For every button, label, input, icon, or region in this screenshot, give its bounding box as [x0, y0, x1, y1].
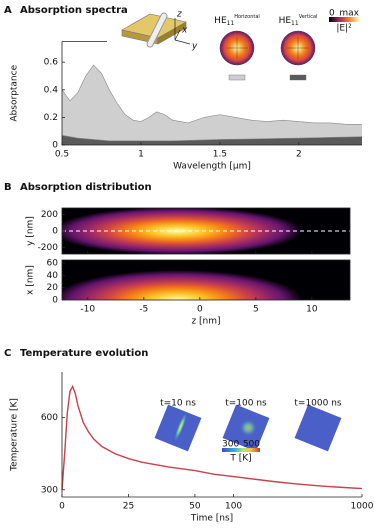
panel-c: 0 25 50 100 1000 300 600 Time [ns] Temperature […	[10, 372, 374, 524]
x-tick-label: 100	[225, 502, 242, 512]
panel-letter: C	[4, 348, 11, 359]
x-tick-label: 1.5	[213, 150, 227, 160]
panel-title: Absorption spectra	[20, 5, 128, 16]
y-tick-label: 0.2	[44, 113, 58, 123]
panel-title: Absorption distribution	[20, 182, 152, 193]
x-tick-label: 10	[306, 305, 318, 315]
y-tick-label: 60	[47, 259, 59, 269]
inset-sketch: z x y	[121, 10, 198, 52]
colorbar	[222, 448, 260, 452]
x-tick-label: 5	[253, 305, 259, 315]
area-fill	[62, 135, 362, 145]
area-line	[61, 135, 363, 142]
series-name: Horizontal	[234, 14, 260, 20]
axis-letter: y	[191, 42, 198, 52]
inset-label: t=1000 ns	[294, 399, 342, 409]
x-tick-label: 0.5	[55, 150, 69, 160]
mode: HE	[279, 16, 292, 26]
inset-label: t=10 ns	[160, 399, 196, 409]
colorbar-title: |E|²	[336, 24, 352, 34]
axis-letter: z	[176, 10, 182, 20]
x-tick-label: 50	[189, 502, 201, 512]
colorbar-label: 300	[222, 440, 239, 450]
y-tick-label: 20	[47, 283, 59, 293]
x-axis-label: z [nm]	[191, 317, 220, 327]
y-axis-label: x [nm]	[26, 265, 36, 295]
line	[61, 384, 363, 490]
y-tick-label: 200	[41, 210, 58, 220]
inset-label: t=100 ns	[225, 399, 267, 409]
y-tick-label: 0.4	[44, 85, 59, 95]
legend-swatch	[289, 74, 307, 81]
y-axis-label: Temperature [K]	[10, 398, 20, 472]
legend-swatch	[228, 74, 246, 81]
x-tick-label: 0	[197, 305, 203, 315]
colorbar-label: max	[339, 9, 359, 19]
mode: HE	[214, 16, 227, 26]
mode-index: 11	[291, 20, 299, 27]
colorbar	[329, 17, 359, 22]
x-tick-label: 25	[123, 502, 134, 512]
x-tick-label: 2	[296, 150, 302, 160]
mode-label: HE11Horizontal	[214, 14, 260, 27]
y-tick-label: 0	[52, 296, 58, 306]
y-tick-label: 40	[47, 271, 59, 281]
x-axis-label: Time [ns]	[190, 514, 233, 524]
y-tick-label: 600	[41, 413, 58, 423]
panel-title: Temperature evolution	[20, 348, 148, 359]
y-axis-label: Absorptance	[10, 64, 20, 121]
axis-letter: x	[181, 26, 188, 36]
temperature-maps: t=10 ns t=100 ns t=1000 ns 300 500 T [K]	[154, 399, 342, 464]
area-line	[61, 64, 362, 125]
x-tick-label: 0	[59, 502, 65, 512]
panel-a: 0.5 1 1.5 2 0 0.2 0.4 0.6 Wavelength [μm] Absorpt…	[10, 41, 363, 172]
y-tick-label: 300	[41, 485, 58, 495]
colorbar-title: T [K]	[229, 454, 251, 464]
y-tick-label: -200	[38, 243, 59, 253]
heatmap-clip	[62, 270, 303, 300]
mode-profiles: HE11Horizontal HE11Vertical 0 max |E|²	[214, 9, 360, 66]
area-fill	[62, 64, 362, 145]
panel-letter: A	[4, 5, 12, 16]
mode-label: HE11Vertical	[279, 14, 318, 27]
hotspot	[62, 270, 303, 300]
y-tick-label: 0	[52, 227, 58, 237]
panel-letter: B	[4, 182, 12, 193]
x-tick-label: 1	[138, 150, 144, 160]
x-tick-label: -5	[139, 305, 148, 315]
colorbar-label: 500	[243, 440, 260, 450]
y-tick-label: 0	[52, 141, 58, 151]
x-tick-label: -10	[80, 305, 95, 315]
mode-index: 11	[227, 20, 235, 27]
x-axis-label: Wavelength [μm]	[173, 162, 251, 172]
x-tick-label: 1000	[351, 502, 374, 512]
axis-frame	[61, 259, 351, 301]
y-tick-label: 0.6	[44, 58, 59, 68]
colorbar-label: 0	[329, 9, 335, 19]
series-name: Vertical	[299, 14, 318, 20]
y-axis-label: y [nm]	[26, 216, 36, 246]
